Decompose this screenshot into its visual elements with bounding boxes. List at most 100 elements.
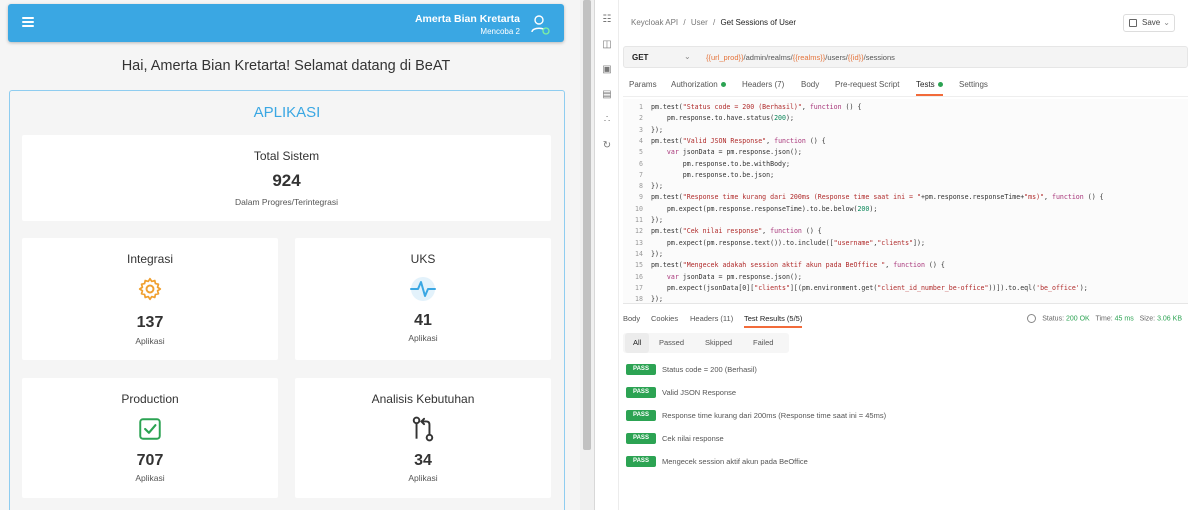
status-code: 200 OK: [1065, 315, 1090, 323]
breadcrumb-separator: /: [712, 18, 716, 27]
filter-background: [623, 333, 789, 353]
code-line[interactable]: 8});: [639, 182, 663, 191]
card-title: Analisis Kebutuhan: [371, 392, 475, 406]
window-divider: [594, 0, 595, 510]
pass-badge: PASS: [626, 387, 656, 398]
filter-failed[interactable]: Failed: [753, 338, 774, 347]
code-line[interactable]: 2 pm.response.to.have.status(200);: [639, 114, 794, 123]
production-card[interactable]: Production 707 Aplikasi: [22, 378, 278, 498]
sidebar-history-icon[interactable]: ↻: [602, 140, 612, 151]
card-subtitle: Aplikasi: [408, 473, 438, 483]
filter-skipped[interactable]: Skipped: [705, 338, 733, 347]
tab-authorization[interactable]: Authorization: [671, 80, 726, 89]
test-result-label: Valid JSON Response: [662, 388, 737, 397]
card-value: 707: [136, 452, 164, 469]
save-button[interactable]: Save ⌄: [1123, 14, 1175, 32]
applications-panel: APLIKASI Total Sistem 924 Dalam Progres/…: [9, 90, 565, 510]
breadcrumb-separator: /: [683, 18, 686, 27]
code-line[interactable]: 1 pm.test("Status code = 200 (Berhasil)",…: [639, 103, 862, 111]
sidebar-environments-icon[interactable]: ▣: [602, 64, 612, 75]
checkbox-icon: [139, 418, 161, 440]
method-select[interactable]: GET: [632, 53, 649, 62]
request-url-bar[interactable]: GET ⌄ {{url_prod}}/admin/realms/{{realms…: [623, 46, 1188, 68]
requirements-analysis-card[interactable]: Analisis Kebutuhan 34 Aplikasi: [295, 378, 551, 498]
code-line[interactable]: 7 pm.response.to.be.json;: [639, 170, 775, 179]
sidebar-apis-icon[interactable]: ◫: [602, 39, 612, 50]
card-value: 924: [272, 171, 301, 190]
card-title: UKS: [410, 252, 436, 266]
test-result-row: PASS Valid JSON Response: [626, 387, 736, 399]
tab-params[interactable]: Params: [629, 80, 657, 89]
card-title: Production: [121, 392, 179, 406]
panel-title: APLIKASI: [253, 104, 321, 121]
user-profile-icon[interactable]: [530, 13, 550, 35]
tabs-divider: [623, 96, 1188, 97]
card-value: 41: [414, 312, 432, 329]
tab-tests[interactable]: Tests: [916, 80, 943, 96]
card-subtitle: Aplikasi: [135, 336, 165, 346]
response-tabs: Body Cookies Headers (11) Test Results (…: [623, 314, 1188, 328]
total-system-card[interactable]: Total Sistem 924 Dalam Progres/Terintegr…: [22, 135, 551, 221]
scrollbar-thumb[interactable]: [583, 0, 591, 450]
code-line[interactable]: 12 pm.test("Cek nilai response", function…: [635, 227, 822, 236]
save-icon: [1129, 19, 1137, 27]
hamburger-menu-icon[interactable]: [22, 17, 34, 27]
request-name[interactable]: Get Sessions of User: [720, 18, 797, 27]
tab-headers[interactable]: Headers (7): [742, 80, 785, 89]
tab-settings[interactable]: Settings: [959, 80, 988, 89]
url-input[interactable]: {{url_prod}}/admin/realms/{{realms}}/use…: [706, 53, 895, 62]
card-value: 137: [136, 314, 164, 331]
test-result-row: PASS Status code = 200 (Berhasil): [626, 364, 757, 376]
sidebar-flows-icon[interactable]: ∴: [603, 114, 611, 125]
pass-badge: PASS: [626, 410, 656, 421]
code-line[interactable]: 14});: [635, 249, 663, 258]
tests-code-editor[interactable]: 1 pm.test("Status code = 200 (Berhasil)",…: [623, 99, 1188, 304]
code-line[interactable]: 18});: [635, 295, 663, 304]
test-result-row: PASS Response time kurang dari 200ms (Res…: [626, 410, 886, 422]
code-line[interactable]: 11});: [635, 216, 663, 224]
card-title: Integrasi: [126, 252, 174, 266]
code-line[interactable]: 4 pm.test("Valid JSON Response", function…: [639, 136, 826, 145]
integration-card[interactable]: Integrasi 137 Aplikasi: [22, 238, 278, 360]
beat-dashboard: Amerta Bian Kretarta Mencoba 2 Hai, Amer…: [0, 0, 580, 510]
filter-all[interactable]: All: [625, 333, 650, 353]
code-line[interactable]: 6 pm.response.to.be.withBody;: [639, 159, 790, 168]
tab-body[interactable]: Body: [801, 80, 820, 89]
code-line[interactable]: 15 pm.test("Mengecek adakah session aktif…: [635, 261, 945, 270]
code-line[interactable]: 3});: [639, 125, 663, 134]
test-result-label: Response time kurang dari 200ms (Respons…: [662, 411, 887, 420]
user-info: Amerta Bian Kretarta Mencoba 2: [415, 13, 520, 36]
breadcrumb-folder[interactable]: User: [690, 18, 708, 27]
card-title: Total Sistem: [253, 149, 320, 163]
postman-sidebar: ☷ ◫ ▣ ▤ ∴ ↻: [595, 0, 619, 510]
sidebar-mock-icon[interactable]: ▤: [602, 89, 612, 100]
card-subtitle: Aplikasi: [408, 333, 438, 343]
code-line[interactable]: 17 pm.expect(jsonData[0]["clients"][(pm.…: [635, 283, 1088, 292]
chevron-down-icon[interactable]: ⌄: [684, 52, 691, 61]
postman-window: ☷ ◫ ▣ ▤ ∴ ↻ Keycloak API / User / Get Se…: [595, 0, 1190, 510]
chevron-down-icon[interactable]: ⌄: [1163, 18, 1170, 27]
code-line[interactable]: 10 pm.expect(pm.response.responseTime).t…: [635, 204, 878, 213]
card-value: 34: [414, 452, 432, 469]
sidebar-collections-icon[interactable]: ☷: [602, 14, 612, 25]
code-line[interactable]: 5 var jsonData = pm.response.json();: [639, 148, 802, 157]
code-line[interactable]: 9 pm.test("Response time kurang dari 200m…: [639, 193, 1104, 202]
gear-icon: [138, 277, 162, 301]
response-tab-headers[interactable]: Headers (11): [690, 314, 734, 323]
response-tab-test-results[interactable]: Test Results (5/5): [744, 314, 803, 328]
save-label: Save: [1142, 18, 1161, 27]
breadcrumb: Keycloak API / User / Get Sessions of Us…: [631, 18, 796, 27]
test-result-label: Mengecek session aktif akun pada BeOffic…: [662, 457, 808, 466]
filter-passed[interactable]: Passed: [659, 338, 685, 347]
activity-icon: [410, 277, 436, 301]
user-name: Amerta Bian Kretarta: [414, 13, 520, 25]
test-result-label: Status code = 200 (Berhasil): [662, 365, 757, 374]
response-tab-body[interactable]: Body: [623, 314, 641, 323]
code-line[interactable]: 13 pm.expect(pm.response.text()).to.incl…: [635, 238, 925, 247]
code-line[interactable]: 16 var jsonData = pm.response.json();: [635, 272, 802, 281]
response-tab-cookies[interactable]: Cookies: [651, 314, 679, 323]
tab-pre-request-script[interactable]: Pre-request Script: [835, 80, 900, 89]
uks-card[interactable]: UKS 41 Aplikasi: [295, 238, 551, 360]
pass-badge: PASS: [626, 433, 656, 444]
breadcrumb-collection[interactable]: Keycloak API: [631, 18, 679, 27]
